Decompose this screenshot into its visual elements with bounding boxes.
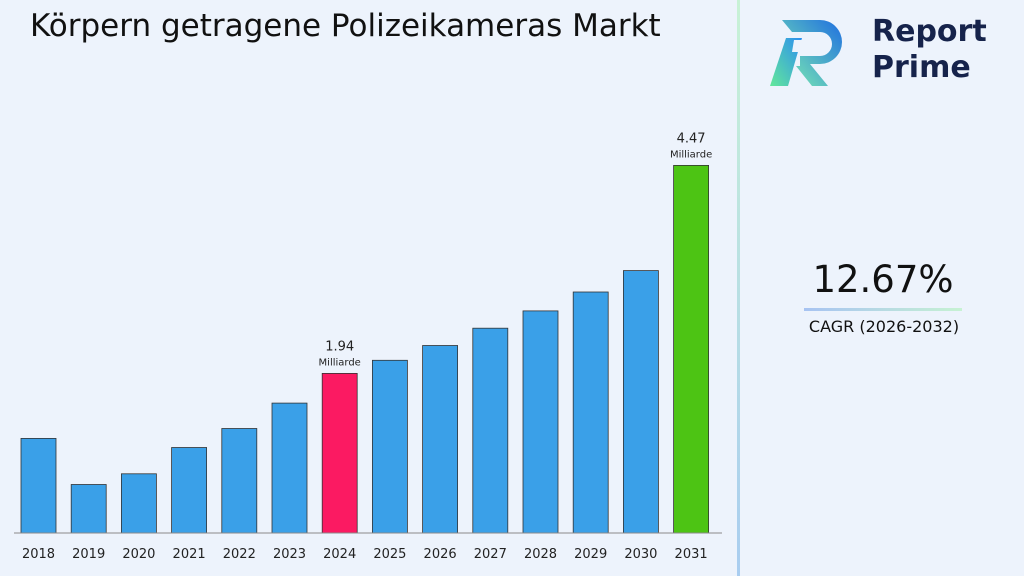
data-label-unit-2024: Milliarde bbox=[319, 357, 361, 368]
bar-2022 bbox=[221, 428, 258, 534]
chart-title: Körpern getragene Polizeikameras Markt bbox=[30, 8, 661, 44]
x-tick-label-2021: 2021 bbox=[173, 547, 206, 562]
bar-2031 bbox=[673, 164, 709, 534]
x-tick-label-2028: 2028 bbox=[524, 547, 557, 562]
bar-2026 bbox=[422, 345, 459, 534]
x-tick-label-2027: 2027 bbox=[474, 547, 507, 562]
x-tick-label-2023: 2023 bbox=[273, 547, 306, 562]
logo-mark-icon bbox=[770, 20, 842, 86]
data-labels-layer: 1.94 Milliarde 4.47 Milliarde bbox=[319, 131, 713, 368]
bar-2020 bbox=[121, 473, 157, 534]
bar-2019 bbox=[70, 484, 107, 534]
x-tick-label-2019: 2019 bbox=[72, 547, 105, 562]
bar-2025 bbox=[371, 359, 408, 534]
x-tick-label-2024: 2024 bbox=[323, 547, 356, 562]
bar-2018 bbox=[20, 437, 57, 534]
logo-word-prime: Prime bbox=[872, 50, 971, 85]
data-label-value-2024: 1.94 bbox=[325, 339, 354, 354]
bar-2030 bbox=[623, 270, 659, 534]
x-tick-label-2031: 2031 bbox=[675, 547, 708, 562]
data-label-unit-2031: Milliarde bbox=[670, 149, 712, 160]
cagr-label: CAGR (2026-2032) bbox=[808, 317, 960, 336]
x-tick-label-2025: 2025 bbox=[373, 547, 406, 562]
x-tick-label-2020: 2020 bbox=[122, 547, 155, 562]
report-prime-logo: Report Prime bbox=[766, 14, 1006, 90]
bar-2021 bbox=[171, 447, 208, 534]
tick-labels-layer: 2018 2019 2020 2021 2022 2023 2024 2025 2026 2027… bbox=[22, 547, 708, 562]
bar-2029 bbox=[572, 291, 609, 534]
x-tick-label-2022: 2022 bbox=[223, 547, 256, 562]
bar-chart: 2018 2019 2020 2021 2022 2023 2024 2025 2026 2027… bbox=[14, 131, 722, 562]
logo-word-report: Report bbox=[872, 14, 987, 49]
bar-2027 bbox=[472, 327, 509, 534]
x-tick-label-2030: 2030 bbox=[624, 547, 657, 562]
bar-2024 bbox=[321, 372, 358, 534]
x-tick-label-2026: 2026 bbox=[424, 547, 457, 562]
panel-divider bbox=[737, 0, 740, 576]
logo-wordmark: Report Prime bbox=[872, 14, 987, 86]
bars-layer bbox=[20, 164, 709, 534]
bar-2023 bbox=[271, 402, 308, 534]
bar-2028 bbox=[522, 310, 559, 534]
x-tick-label-2029: 2029 bbox=[574, 547, 607, 562]
cagr-value: 12.67% bbox=[812, 258, 954, 301]
data-label-value-2031: 4.47 bbox=[677, 131, 706, 146]
cagr-underline bbox=[804, 308, 962, 311]
x-tick-label-2018: 2018 bbox=[22, 547, 55, 562]
